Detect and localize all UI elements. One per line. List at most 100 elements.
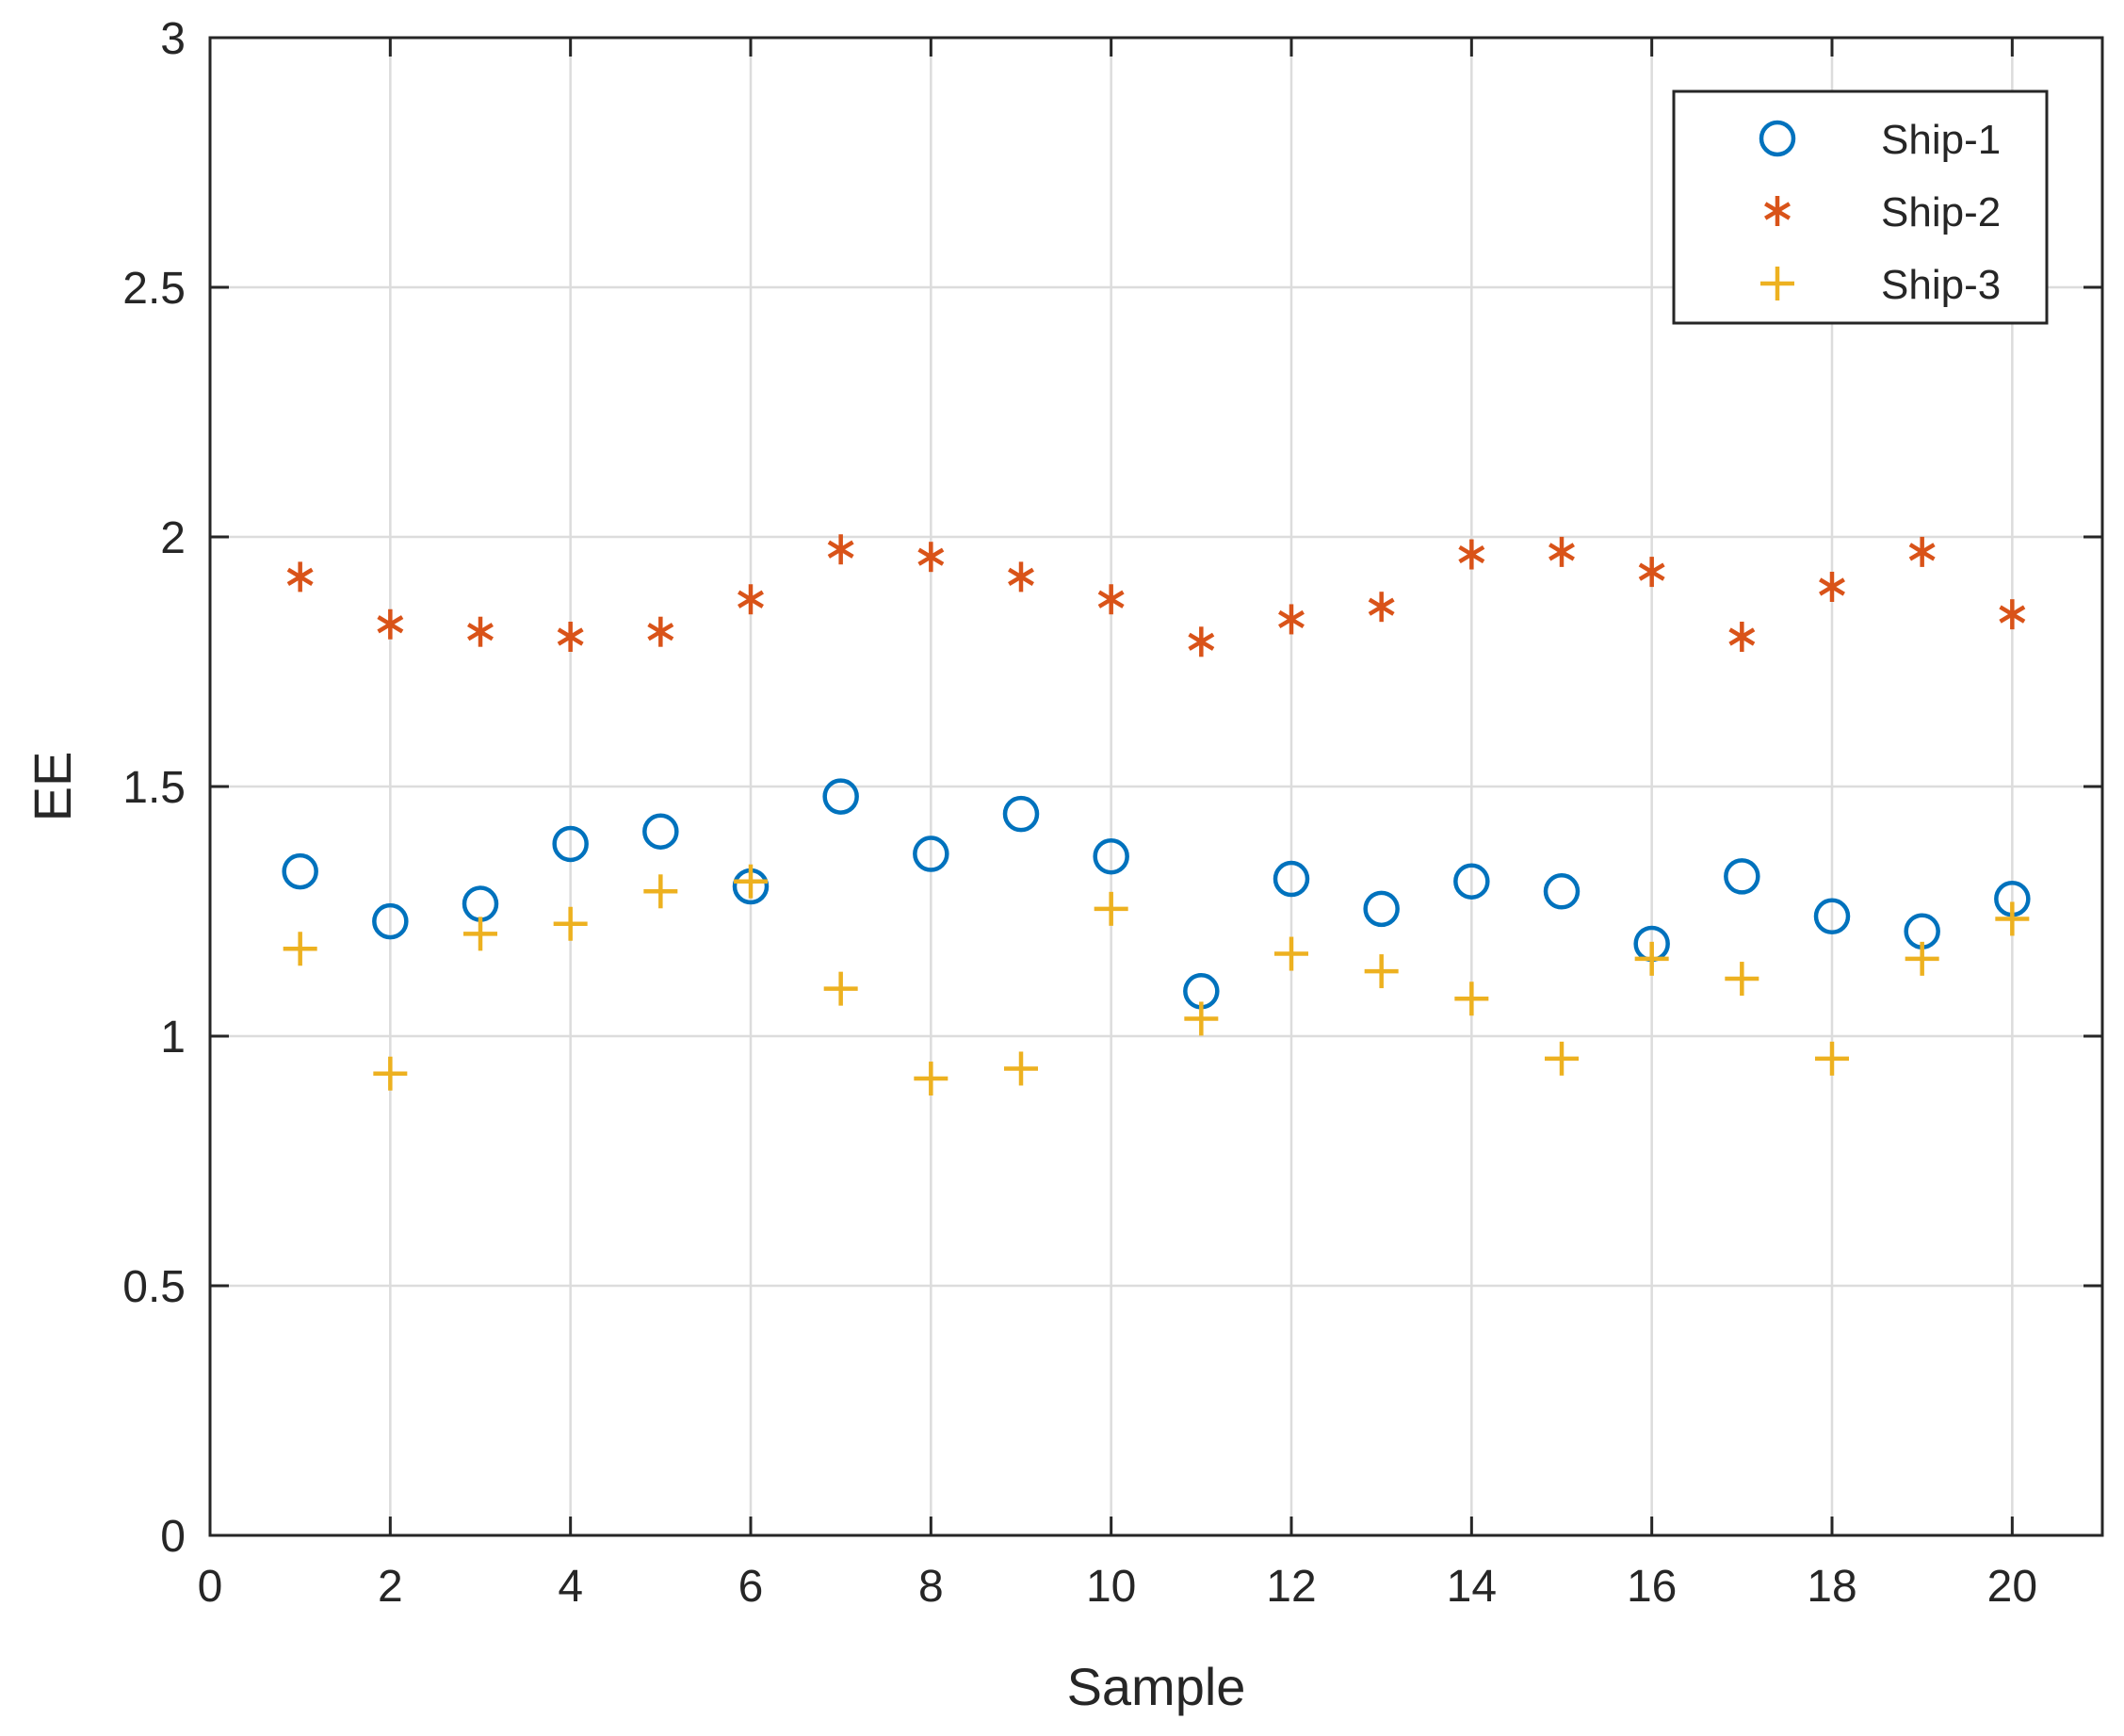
legend-item: Ship-1 xyxy=(1759,117,2001,163)
data-point xyxy=(467,616,494,647)
data-point xyxy=(1278,604,1305,635)
data-point xyxy=(823,971,858,1006)
data-points xyxy=(282,534,2031,1096)
data-point xyxy=(1094,891,1128,926)
asterisk-stroke xyxy=(377,615,404,634)
legend-marker xyxy=(1759,120,1796,157)
x-tick-label: 8 xyxy=(918,1562,944,1612)
data-point xyxy=(1634,941,1669,976)
legend-marker xyxy=(1764,196,1791,226)
y-tick-label: 1.5 xyxy=(122,763,186,813)
circle-marker xyxy=(913,836,949,872)
legend: Ship-1 Ship-2 Ship-3 xyxy=(1672,89,2049,325)
x-tick-label: 12 xyxy=(1266,1562,1316,1612)
asterisk-stroke xyxy=(647,623,674,641)
asterisk-stroke xyxy=(827,540,854,559)
x-tick-label: 4 xyxy=(558,1562,583,1612)
data-point xyxy=(1364,954,1399,989)
asterisk-stroke xyxy=(1638,562,1665,581)
data-point xyxy=(1273,860,1310,898)
x-tick-label: 10 xyxy=(1086,1562,1136,1612)
data-point xyxy=(377,608,404,640)
circle-marker xyxy=(1453,863,1490,900)
series-ship-3 xyxy=(283,864,2030,1096)
asterisk-stroke xyxy=(1548,543,1575,561)
asterisk-stroke xyxy=(467,623,494,641)
series-ship-2 xyxy=(286,534,2026,657)
data-point xyxy=(1188,626,1215,657)
y-tick-label: 2 xyxy=(160,513,186,563)
data-point xyxy=(1638,557,1665,588)
y-tick-label: 1 xyxy=(160,1013,186,1063)
data-point xyxy=(1004,1051,1038,1086)
data-point xyxy=(557,622,584,652)
data-point xyxy=(827,534,854,565)
y-tick-label: 0 xyxy=(160,1512,186,1562)
circle-marker xyxy=(1543,873,1581,910)
x-tick-label: 14 xyxy=(1447,1562,1497,1612)
x-tick-label: 18 xyxy=(1807,1562,1856,1612)
circle-marker xyxy=(1363,890,1400,928)
data-point xyxy=(917,542,945,573)
data-point xyxy=(1543,873,1581,910)
legend-item: Ship-2 xyxy=(1764,189,2001,235)
data-point xyxy=(1548,536,1575,567)
data-point xyxy=(734,864,768,899)
legend-label: Ship-1 xyxy=(1881,117,2001,163)
asterisk-stroke xyxy=(1728,627,1756,646)
data-point xyxy=(1008,561,1034,592)
circle-marker xyxy=(282,852,318,890)
legend-label: Ship-3 xyxy=(1881,262,2001,308)
data-point xyxy=(1905,941,1939,976)
data-point xyxy=(647,616,674,647)
asterisk-stroke xyxy=(1908,543,1936,561)
data-point xyxy=(372,902,409,940)
data-point xyxy=(1453,863,1490,900)
y-tick-label: 0.5 xyxy=(122,1262,186,1312)
asterisk-stroke xyxy=(1458,544,1485,564)
data-point xyxy=(373,1056,408,1091)
circle-marker xyxy=(372,902,409,940)
legend-box xyxy=(1672,89,2049,325)
data-point xyxy=(1454,982,1489,1016)
data-point xyxy=(282,852,318,890)
ticks: 0 2 4 6 8 10 12 14 16 18 20 0 0.5 1 1.5 2 2.5 3 xyxy=(122,14,2102,1612)
x-tick-label: 0 xyxy=(198,1562,223,1612)
data-point xyxy=(1545,1041,1579,1076)
data-point xyxy=(822,778,859,815)
asterisk-stroke xyxy=(1764,202,1791,220)
data-point xyxy=(1097,584,1125,615)
asterisk-stroke xyxy=(1999,605,2026,624)
asterisk-stroke xyxy=(286,567,314,587)
data-point xyxy=(643,874,678,909)
data-point xyxy=(913,836,949,872)
y-tick-label: 2.5 xyxy=(122,264,186,314)
data-point xyxy=(1368,592,1395,623)
circle-marker xyxy=(1093,837,1129,875)
circle-marker xyxy=(1724,858,1760,895)
x-tick-label: 16 xyxy=(1627,1562,1677,1612)
data-point xyxy=(1819,572,1845,602)
asterisk-stroke xyxy=(917,547,945,566)
x-tick-label: 6 xyxy=(738,1562,764,1612)
asterisk-stroke xyxy=(1188,632,1215,651)
data-point xyxy=(553,906,588,941)
data-point xyxy=(1724,858,1760,895)
data-point xyxy=(1002,795,1040,833)
data-point xyxy=(1274,936,1308,971)
data-point xyxy=(1458,539,1485,570)
asterisk-stroke xyxy=(1819,577,1845,596)
data-point xyxy=(1725,962,1759,997)
data-point xyxy=(463,917,497,951)
data-point xyxy=(642,813,679,850)
data-point xyxy=(286,561,314,592)
data-point xyxy=(1093,837,1129,875)
legend-item: Ship-3 xyxy=(1760,262,2001,308)
circle-marker xyxy=(1759,120,1796,157)
x-tick-label: 20 xyxy=(1987,1562,2037,1612)
circle-marker xyxy=(642,813,679,850)
data-point xyxy=(1999,599,2026,630)
circle-marker xyxy=(552,825,589,863)
data-point xyxy=(1995,901,2030,936)
